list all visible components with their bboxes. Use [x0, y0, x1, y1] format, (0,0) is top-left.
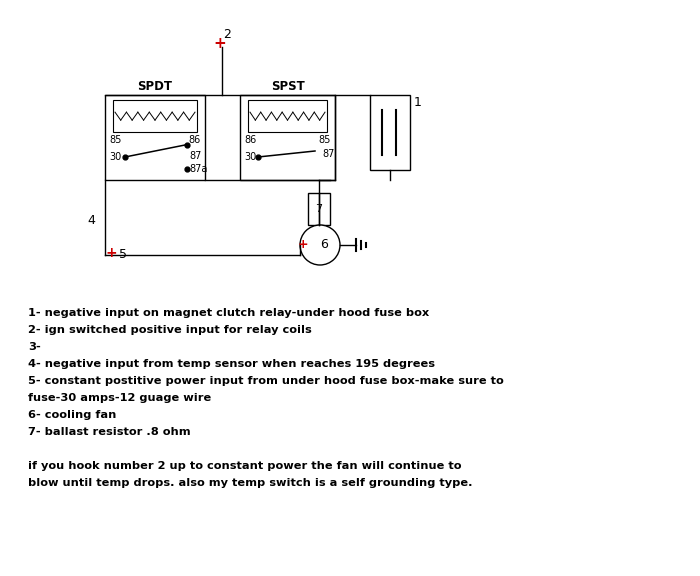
Text: SPDT: SPDT [137, 81, 172, 93]
Text: 87: 87 [322, 149, 335, 159]
Text: +: + [214, 36, 226, 51]
Text: 87a: 87a [189, 164, 207, 174]
Text: 85: 85 [318, 135, 331, 145]
Text: 4- negative input from temp sensor when reaches 195 degrees: 4- negative input from temp sensor when … [28, 359, 435, 369]
Text: 1- negative input on magnet clutch relay-under hood fuse box: 1- negative input on magnet clutch relay… [28, 308, 429, 318]
Text: 30: 30 [109, 152, 121, 162]
Text: fuse-30 amps-12 guage wire: fuse-30 amps-12 guage wire [28, 393, 211, 403]
Text: 1: 1 [414, 97, 422, 109]
Text: 2: 2 [223, 28, 231, 40]
Bar [113, 100, 197, 132]
Text: if you hook number 2 up to constant power the fan will continue to: if you hook number 2 up to constant powe… [28, 461, 461, 471]
Text: 7: 7 [316, 204, 323, 214]
Circle shape [300, 225, 340, 265]
Text: SPST: SPST [271, 81, 304, 93]
Bar [370, 95, 410, 170]
Text: 85: 85 [109, 135, 121, 145]
Text: 86: 86 [244, 135, 256, 145]
Bar [105, 95, 205, 180]
Text: blow until temp drops. also my temp switch is a self grounding type.: blow until temp drops. also my temp swit… [28, 478, 472, 488]
Text: 87: 87 [189, 151, 202, 161]
Text: 6- cooling fan: 6- cooling fan [28, 410, 116, 420]
Text: 5- constant postitive power input from under hood fuse box-make sure to: 5- constant postitive power input from u… [28, 376, 504, 386]
Text: 3-: 3- [28, 342, 41, 352]
Text: 5: 5 [119, 248, 127, 262]
Text: +: + [298, 237, 308, 251]
Text: +: + [105, 246, 117, 260]
Text: 2- ign switched positive input for relay coils: 2- ign switched positive input for relay… [28, 325, 312, 335]
Bar [248, 100, 327, 132]
Bar [240, 95, 335, 180]
Text: 30: 30 [244, 152, 256, 162]
Text: 6: 6 [320, 238, 328, 252]
Bar [308, 193, 330, 225]
Text: 7- ballast resistor .8 ohm: 7- ballast resistor .8 ohm [28, 427, 190, 437]
Text: 86: 86 [189, 135, 201, 145]
Text: 4: 4 [87, 214, 95, 226]
